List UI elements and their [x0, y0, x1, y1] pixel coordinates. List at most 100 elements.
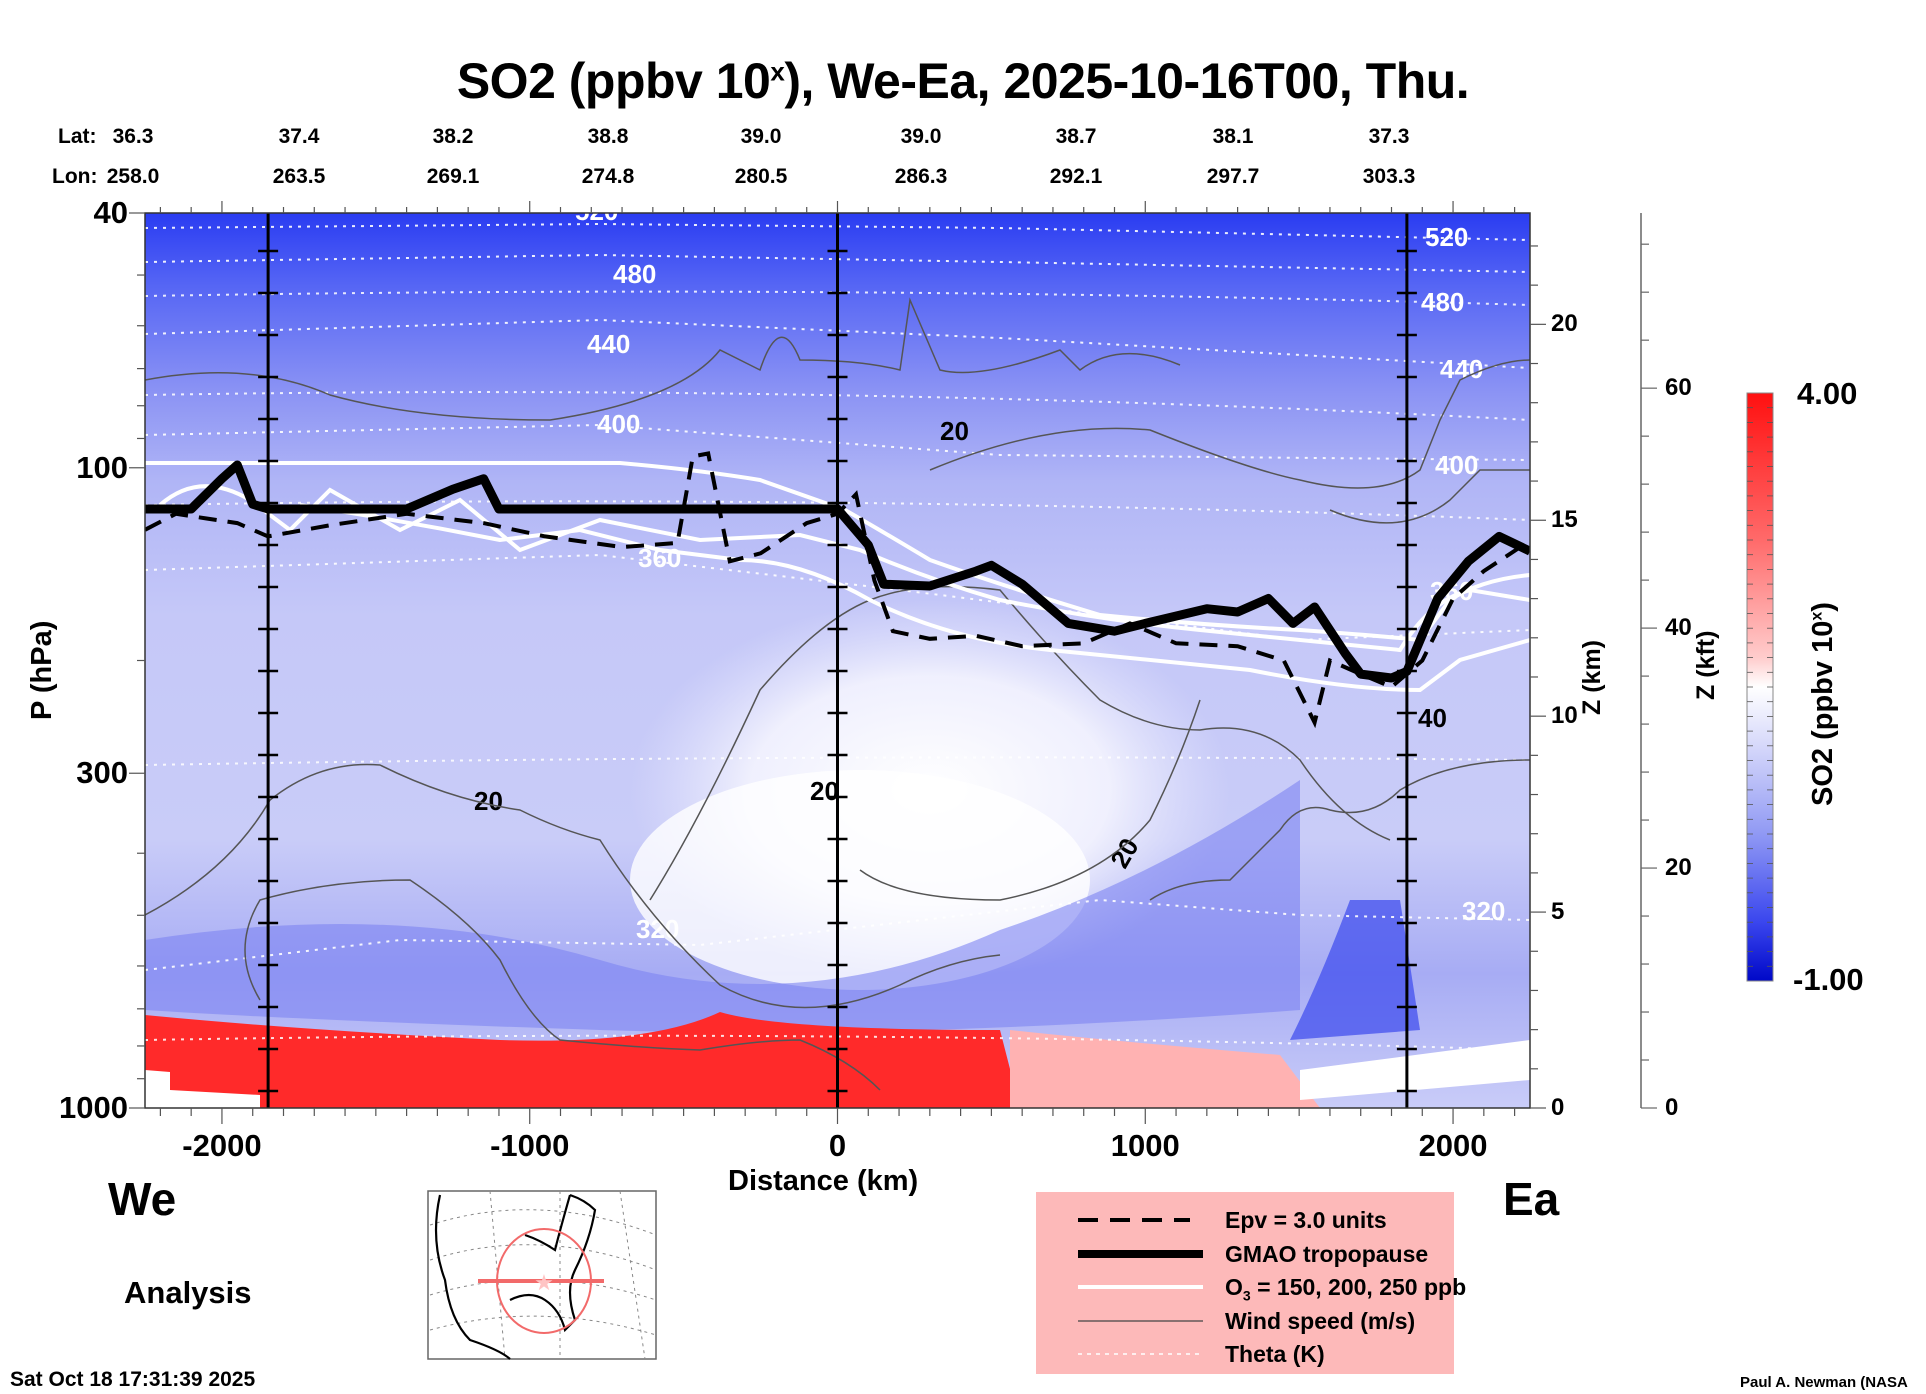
theta-label: 320	[1462, 896, 1505, 926]
wind-contour	[1149, 759, 1530, 901]
east-label: Ea	[1503, 1173, 1560, 1225]
lon-value: 280.5	[734, 165, 788, 188]
wind-speed-label: 20	[810, 776, 839, 806]
lon-value: 297.7	[1206, 165, 1260, 188]
tropopause-line	[145, 460, 1530, 683]
wind-contour	[244, 879, 881, 1091]
lat-value: 38.1	[1212, 125, 1254, 148]
theta-label: 400	[1435, 450, 1478, 480]
ozone-contour-250	[299, 503, 1530, 693]
author-credit: Paul A. Newman (NASA	[1740, 1374, 1908, 1391]
theta-contour-320	[145, 898, 1530, 971]
wind-speed-label: 20	[940, 416, 969, 446]
colorbar-max-label: 4.00	[1797, 376, 1858, 411]
x-tick-label: 0	[828, 1128, 847, 1163]
wind-speed-contours	[145, 297, 1530, 1091]
lat-value: 36.3	[112, 125, 154, 148]
west-label: We	[108, 1173, 177, 1225]
zkm-tick-label: 10	[1551, 702, 1578, 730]
legend-label-ozone: O3 = 150, 200, 250 ppb	[1225, 1274, 1467, 1304]
theta-contour-440	[145, 318, 1530, 369]
zkft-tick-label: 20	[1665, 854, 1692, 882]
zkm-tick-label: 5	[1551, 898, 1565, 926]
lon-value: 274.8	[581, 165, 635, 188]
lon-value: 286.3	[894, 165, 948, 188]
theta-label: 520	[575, 196, 618, 226]
wind-speed-label: 40	[1418, 703, 1447, 733]
colorbar-min-label: -1.00	[1793, 962, 1864, 997]
zkft-tick-label: 60	[1665, 374, 1692, 402]
lon-value: 258.0	[106, 165, 160, 188]
analysis-label: Analysis	[124, 1275, 252, 1310]
below-ground-mask-west	[145, 1070, 260, 1108]
legend-label-epv: Epv = 3.0 units	[1225, 1207, 1387, 1233]
legend-swatches	[1078, 1218, 1203, 1355]
coastline	[434, 1193, 597, 1360]
elevated-so2-plume	[1290, 900, 1420, 1040]
map-inset: ★	[427, 1190, 657, 1360]
x-tick-label: 1000	[1110, 1128, 1180, 1163]
lon-value: 303.3	[1362, 165, 1416, 188]
lat-value: 38.2	[432, 125, 474, 148]
p-tick-label: 300	[76, 755, 128, 791]
x-tick-label: -2000	[182, 1128, 262, 1163]
chart-title: SO2 (ppbv 10x), We-Ea, 2025-10-16T00, Th…	[456, 53, 1470, 109]
lat-value: 39.0	[740, 125, 782, 148]
lat-value: 38.7	[1055, 125, 1097, 148]
lat-value: 37.3	[1368, 125, 1410, 148]
theta-contour-400	[145, 423, 1530, 461]
moderate-so2-surface-east	[1010, 1030, 1320, 1108]
lon-value: 292.1	[1049, 165, 1103, 188]
wind-speed-label: 20	[474, 786, 503, 816]
x-tick-label: -1000	[490, 1128, 570, 1163]
theta-contour-360	[145, 553, 1530, 642]
x-tick-label: 2000	[1418, 1128, 1488, 1163]
colorbar-title: SO2 (ppbv 10x)	[1807, 602, 1839, 806]
lat-value: 39.0	[900, 125, 942, 148]
theta-label: 480	[613, 259, 656, 289]
lon-value: 263.5	[272, 165, 326, 188]
zkm-tick-label: 0	[1551, 1094, 1565, 1121]
theta-label: 440	[587, 329, 630, 359]
theta-label: 400	[597, 409, 640, 439]
high-so2-surface-west	[145, 1012, 1020, 1108]
theta-contour-480	[145, 253, 1530, 273]
legend-box	[1036, 1192, 1454, 1374]
z-km-axis-title: Z (km)	[1578, 640, 1606, 715]
lon-row-label: Lon:	[52, 165, 98, 188]
legend-label-wind: Wind speed (m/s)	[1225, 1308, 1416, 1334]
ozone-contour-150	[145, 461, 1530, 643]
legend-label-theta: Theta (K)	[1225, 1341, 1325, 1367]
theta-label: 520	[1425, 222, 1468, 252]
map-frame	[427, 1190, 657, 1360]
p-tick-label: 40	[93, 195, 128, 230]
wind-contour	[929, 359, 1530, 489]
wind-contour	[145, 297, 1181, 421]
theta-contour-520	[145, 222, 1530, 241]
zkm-tick-label: 20	[1551, 310, 1578, 338]
lon-value: 269.1	[426, 165, 480, 188]
lat-row-label: Lat:	[58, 125, 97, 148]
tropopause-epv-layer	[145, 451, 1530, 729]
lat-value: 38.8	[587, 125, 629, 148]
elevated-so2-band	[145, 780, 1300, 1033]
wind-contour	[145, 763, 1001, 1009]
z-kft-axis-title: Z (kft)	[1692, 630, 1720, 700]
low-so2-core	[630, 770, 1090, 990]
zkm-tick-label: 15	[1551, 506, 1578, 534]
missing-data-east	[1300, 1040, 1530, 1100]
p-tick-label: 1000	[59, 1090, 128, 1125]
zkft-tick-label: 0	[1665, 1094, 1679, 1121]
y-axis-title: P (hPa)	[26, 620, 58, 720]
generation-timestamp: Sat Oct 18 17:31:39 2025	[10, 1368, 256, 1391]
lat-value: 37.4	[278, 125, 320, 148]
legend-label-tropopause: GMAO tropopause	[1225, 1241, 1429, 1267]
wind-contour	[649, 585, 1391, 901]
wind-contour	[859, 699, 1201, 901]
x-axis-title: Distance (km)	[728, 1165, 919, 1197]
zkft-tick-label: 40	[1665, 614, 1692, 642]
wind-contour	[1329, 469, 1530, 524]
p-tick-label: 100	[76, 449, 128, 485]
center-star-icon: ★	[534, 1270, 554, 1295]
